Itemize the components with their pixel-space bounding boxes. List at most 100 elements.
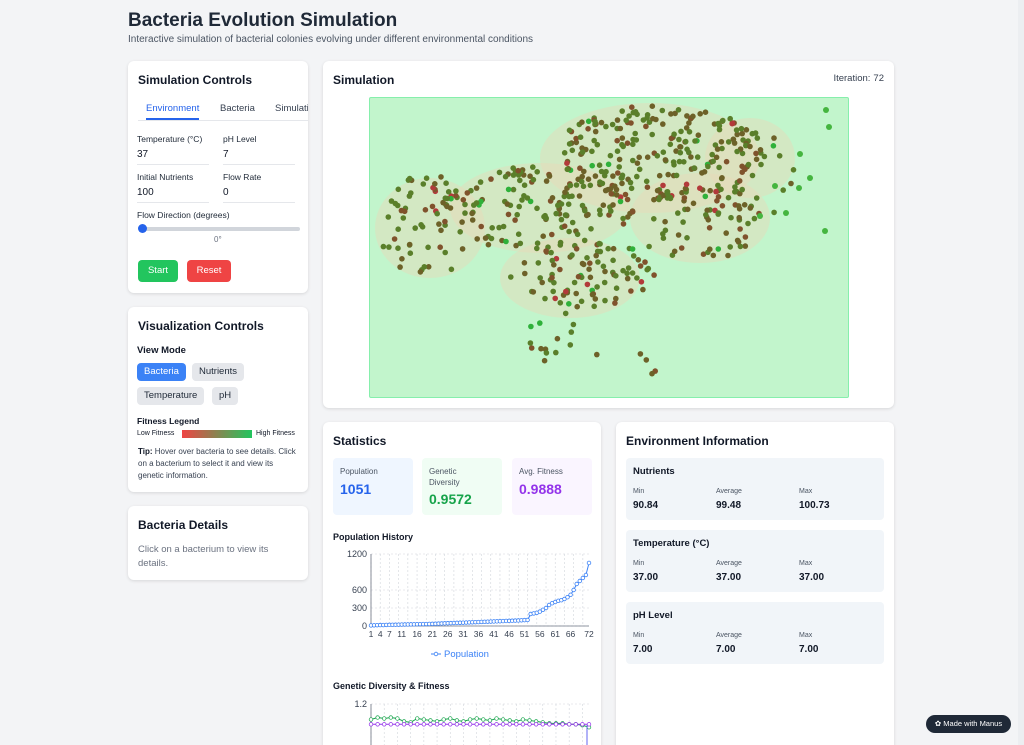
bacterium	[690, 113, 696, 120]
flow-rate-label: Flow Rate	[223, 172, 262, 182]
bacterium	[626, 113, 632, 119]
bacterium	[612, 183, 618, 189]
bacterium	[473, 200, 480, 206]
bacterium	[743, 127, 750, 133]
bacterium	[697, 111, 703, 117]
bacterium	[684, 235, 690, 241]
tab-environment[interactable]: Environment	[146, 99, 200, 120]
bacterium	[610, 245, 617, 252]
bacterium	[591, 137, 597, 144]
reset-button[interactable]: Reset	[187, 260, 231, 282]
flow-direction-slider[interactable]	[140, 227, 300, 231]
bacterium	[587, 182, 594, 189]
bacterium	[549, 195, 556, 201]
diversity-point	[382, 716, 387, 721]
fitness-legend-label: Fitness Legend	[137, 416, 200, 426]
view-mode-label: View Mode	[137, 345, 186, 356]
bacterium	[622, 191, 629, 198]
legend-marker	[433, 651, 439, 657]
bacterium	[566, 301, 572, 307]
bacterium	[770, 143, 777, 149]
mode-temperature-button[interactable]: Temperature	[137, 387, 205, 405]
bacterium	[596, 162, 603, 168]
bacterium	[826, 124, 832, 130]
fitness-point	[586, 722, 592, 727]
bacterium	[788, 180, 794, 187]
bacterium	[635, 257, 642, 263]
diversity-point	[494, 716, 499, 721]
bacterium	[539, 279, 545, 286]
bacterium	[676, 158, 683, 165]
bacteria-field[interactable]	[370, 98, 849, 398]
bacteria-details-card: Bacteria Details Click on a bacterium to…	[128, 506, 308, 580]
bacterium	[660, 121, 666, 127]
bacterium	[482, 235, 489, 241]
bacterium	[715, 120, 721, 127]
diversity-value: 0.9572	[429, 491, 472, 507]
bacterium	[749, 172, 756, 179]
bacterium	[605, 161, 612, 168]
bacterium	[619, 108, 625, 114]
fitness-point	[388, 722, 393, 727]
bacterium	[510, 186, 517, 193]
fitness-point	[368, 722, 374, 727]
bacterium	[579, 119, 585, 125]
bacterium	[705, 163, 711, 170]
mode-bacteria-button[interactable]: Bacteria	[137, 363, 186, 381]
fitness-point	[428, 722, 433, 727]
bacterium	[702, 109, 709, 115]
bacterium	[628, 185, 635, 192]
bacterium	[569, 252, 575, 258]
bacterium	[574, 231, 581, 238]
bacterium	[730, 136, 737, 143]
bacterium	[628, 288, 634, 294]
bacterium	[591, 303, 597, 310]
start-button[interactable]: Start	[138, 260, 178, 282]
ph-input[interactable]: 7	[223, 149, 295, 165]
fitness-point	[527, 722, 532, 727]
diversity-point	[507, 718, 512, 723]
bacterium	[584, 255, 590, 261]
fitness-point	[534, 722, 539, 727]
bacterium	[508, 274, 514, 280]
bacterium	[522, 270, 528, 277]
diversity-point	[428, 718, 433, 723]
bacterium	[528, 323, 534, 330]
diversity-point	[454, 718, 460, 723]
tab-simulation[interactable]: Simulation	[275, 103, 308, 114]
fitness-point	[560, 722, 565, 727]
bacterium	[662, 218, 668, 225]
diversity-stat: Genetic Diversity 0.9572	[422, 458, 502, 515]
bacterium	[437, 244, 443, 250]
bacterium	[602, 297, 608, 304]
slider-thumb[interactable]	[138, 224, 147, 233]
temperature-input[interactable]: 37	[137, 149, 209, 165]
bacterium	[442, 218, 448, 225]
bacterium	[706, 225, 713, 231]
bacterium	[504, 201, 511, 207]
min-label: Min	[633, 632, 645, 639]
bacterium	[716, 164, 722, 171]
page-scrollbar[interactable]	[1018, 0, 1024, 745]
nutrients-input[interactable]: 100	[137, 187, 209, 203]
bacterium	[738, 125, 745, 132]
bacterium	[521, 182, 528, 188]
bacterium	[513, 242, 519, 249]
bacterium	[643, 123, 649, 130]
bacterium	[578, 298, 585, 305]
bacterium	[694, 154, 701, 160]
simulation-canvas[interactable]	[369, 97, 849, 398]
made-with-manus-badge[interactable]: ✿ Made with Manus	[926, 715, 1011, 733]
mode-nutrients-button[interactable]: Nutrients	[192, 363, 245, 381]
bacterium	[516, 203, 522, 210]
bacterium	[549, 231, 555, 238]
bacterium	[519, 197, 525, 203]
mode-ph-button[interactable]: pH	[212, 387, 239, 405]
bacterium	[554, 335, 561, 342]
bacterium	[728, 214, 734, 221]
flow-rate-input[interactable]: 0	[223, 187, 295, 203]
bacterium	[715, 182, 721, 189]
bacterium	[592, 128, 599, 135]
diversity-point	[441, 717, 446, 722]
tab-bacteria[interactable]: Bacteria	[220, 103, 255, 114]
